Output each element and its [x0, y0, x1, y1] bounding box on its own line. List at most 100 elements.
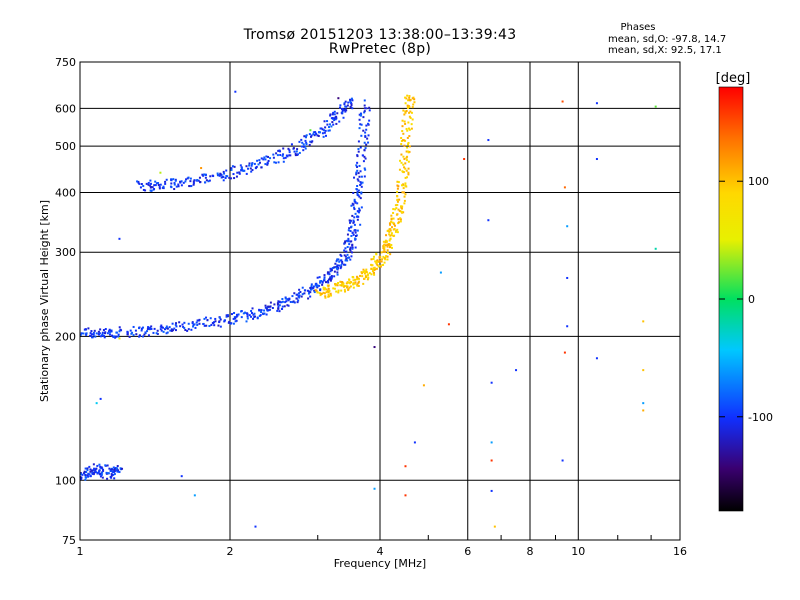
- trace-point: [353, 206, 356, 209]
- trace-point: [101, 331, 104, 334]
- trace-point: [401, 125, 404, 128]
- trace-point: [351, 244, 354, 247]
- trace-point: [403, 139, 406, 142]
- trace-point: [173, 327, 176, 330]
- trace-point: [336, 264, 339, 267]
- trace-point: [408, 95, 411, 98]
- trace-point: [292, 147, 295, 150]
- trace-point: [402, 183, 405, 186]
- trace-point: [352, 221, 355, 224]
- trace-point: [338, 120, 341, 123]
- trace-point: [295, 150, 298, 153]
- trace-point: [205, 324, 208, 327]
- trace-point: [160, 329, 163, 332]
- scatter-point: [404, 465, 407, 468]
- trace-point: [214, 317, 217, 320]
- trace-point: [400, 137, 403, 140]
- trace-point: [409, 110, 412, 113]
- trace-point: [413, 98, 416, 101]
- trace-point: [406, 104, 409, 107]
- trace-point: [363, 272, 366, 275]
- trace-point: [273, 161, 276, 164]
- trace-point: [341, 111, 344, 114]
- trace-point: [95, 332, 98, 335]
- trace-point: [408, 128, 411, 131]
- trace-point: [315, 285, 318, 288]
- trace-point: [364, 135, 367, 138]
- trace-point: [407, 167, 410, 170]
- trace-point: [362, 268, 365, 271]
- trace-point: [309, 140, 312, 143]
- trace-point: [101, 476, 104, 479]
- trace-point: [307, 292, 310, 295]
- trace-point: [207, 180, 210, 183]
- trace-point: [334, 262, 337, 265]
- trace-point: [203, 173, 206, 176]
- trace-point: [175, 322, 178, 325]
- trace-point: [386, 243, 389, 246]
- trace-point: [303, 292, 306, 295]
- trace-point: [245, 165, 248, 168]
- trace-point: [107, 330, 110, 333]
- trace-point: [187, 322, 190, 325]
- colorbar-tick-label: 100: [748, 175, 769, 188]
- trace-point: [413, 101, 416, 104]
- trace-point: [85, 332, 88, 335]
- trace-point: [395, 213, 398, 216]
- trace-point: [385, 255, 388, 258]
- trace-point: [408, 111, 411, 114]
- trace-point: [349, 221, 352, 224]
- trace-point: [391, 221, 394, 224]
- trace-point: [327, 293, 330, 296]
- trace-point: [347, 281, 350, 284]
- trace-point: [356, 202, 359, 205]
- trace-point: [372, 271, 375, 274]
- trace-point: [400, 139, 403, 142]
- trace-point: [365, 124, 368, 127]
- trace-point: [360, 134, 363, 137]
- trace-point: [408, 98, 411, 101]
- scatter-point: [463, 158, 466, 161]
- trace-point: [359, 114, 362, 117]
- trace-point: [407, 127, 410, 130]
- scatter-point: [642, 369, 645, 372]
- trace-point: [233, 177, 236, 180]
- trace-point: [281, 307, 284, 310]
- scatter-point: [642, 320, 645, 323]
- trace-point: [322, 129, 325, 132]
- trace-point: [153, 184, 156, 187]
- trace-point: [248, 314, 251, 317]
- trace-point: [288, 149, 291, 152]
- trace-point: [404, 122, 407, 125]
- trace-point: [210, 323, 213, 326]
- trace-point: [370, 267, 373, 270]
- trace-point: [306, 289, 309, 292]
- trace-point: [278, 301, 281, 304]
- scatter-point: [447, 323, 450, 326]
- trace-point: [352, 283, 355, 286]
- trace-point: [367, 134, 370, 137]
- trace-point: [403, 144, 406, 147]
- trace-point: [84, 478, 87, 481]
- trace-point: [324, 296, 327, 299]
- trace-point: [100, 472, 103, 475]
- trace-point: [173, 188, 176, 191]
- trace-point: [318, 131, 321, 134]
- trace-point: [217, 174, 220, 177]
- trace-point: [142, 326, 145, 329]
- trace-point: [356, 284, 359, 287]
- scatter-point: [561, 459, 564, 462]
- trace-point: [362, 116, 365, 119]
- trace-point: [286, 304, 289, 307]
- trace-point: [363, 110, 366, 113]
- trace-point: [329, 267, 332, 270]
- trace-point: [86, 467, 89, 470]
- trace-point: [162, 330, 165, 333]
- trace-point: [352, 279, 355, 282]
- trace-point: [271, 306, 274, 309]
- trace-point: [245, 320, 248, 323]
- trace-point: [266, 163, 269, 166]
- trace-point: [296, 301, 299, 304]
- trace-point: [151, 186, 154, 189]
- trace-point: [343, 288, 346, 291]
